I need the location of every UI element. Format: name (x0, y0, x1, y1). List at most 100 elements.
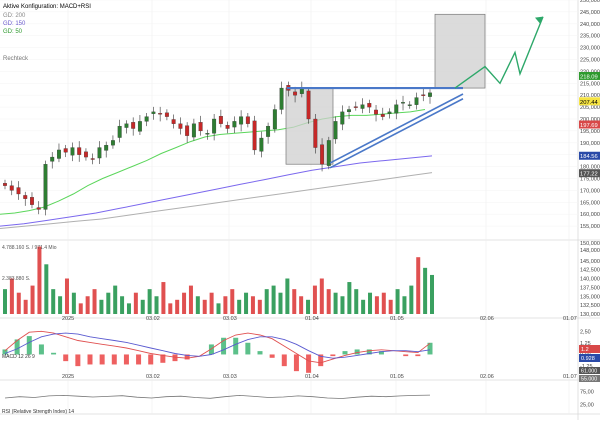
candle-up (137, 121, 142, 132)
volume-tick-label: 142,500 (580, 268, 600, 274)
macd-histogram-positive (14, 339, 20, 355)
price-badge (579, 71, 600, 80)
rsi-badge-label: 61.000 (581, 369, 597, 375)
volume-bar-up (306, 299, 311, 314)
candle-up (414, 97, 419, 105)
rsi-badge (579, 367, 600, 374)
candle-down (16, 187, 21, 195)
volume-bar-up (430, 274, 434, 314)
volume-bar-up (71, 292, 76, 314)
candle-up (333, 121, 338, 140)
volume-bar-up (216, 303, 221, 314)
candle-down (421, 94, 426, 96)
volume-bar-up (44, 264, 49, 314)
volume-bar-up (285, 278, 290, 314)
price-tick-label: 210,000 (580, 93, 600, 99)
volume-header-value: 2.383.880 S. (2, 276, 30, 282)
candle-up (401, 102, 405, 104)
price-panel (0, 13, 544, 229)
price-tick-label: 175,000 (580, 177, 600, 183)
price-tick-label: 225,000 (580, 58, 600, 64)
volume-bar-down (250, 296, 255, 314)
legend-ma200[interactable]: GD: 200 (3, 13, 26, 19)
volume-bar-down (319, 278, 324, 314)
candle-up (259, 137, 264, 152)
volume-tick-label: 145,000 (580, 259, 600, 265)
macd-tick-label: 2,50 (580, 329, 591, 335)
candle-up (266, 125, 271, 137)
volume-bar-down (92, 289, 97, 314)
support-line-upper (329, 93, 464, 164)
volume-bar-down (161, 282, 166, 314)
price-badge-label: 184.56 (580, 154, 598, 160)
x-tick-label: 03.03 (223, 316, 237, 322)
price-badge-label: 177.22 (580, 172, 598, 178)
candle-down (198, 122, 203, 132)
volume-bar-up (395, 289, 400, 314)
volume-bar-down (326, 289, 331, 314)
macd-histogram-negative (403, 354, 409, 357)
candle-down (30, 197, 34, 205)
legend-ma50[interactable]: GD: 50 (3, 29, 23, 35)
volume-bar-up (409, 285, 414, 314)
ma200-line (0, 172, 433, 229)
price-tick-label: 215,000 (580, 81, 600, 87)
price-badge-label: 197.69 (580, 123, 598, 129)
signal-badge-label: 0.928 (581, 356, 595, 362)
legend-ma150[interactable]: GD: 150 (3, 21, 26, 27)
candle-down (178, 123, 183, 129)
volume-bar-down (23, 299, 28, 314)
x-tick-label: 02.06 (480, 316, 494, 322)
signal-line (4, 332, 431, 359)
volume-bar-down (388, 299, 393, 314)
macd-histogram-negative (269, 354, 275, 358)
candle-down (84, 151, 88, 158)
volume-panel (3, 246, 434, 314)
price-tick-label: 165,000 (580, 200, 600, 206)
ma150-line (0, 155, 433, 227)
macd-histogram-negative (160, 354, 166, 363)
candle-down (374, 109, 378, 115)
volume-bar-down (78, 303, 83, 314)
volume-bar-up (347, 282, 352, 314)
candle-up (57, 149, 61, 159)
candle-up (428, 92, 432, 97)
projection-arrowhead (535, 16, 543, 24)
volume-bar-down (64, 278, 69, 314)
candle-up (340, 111, 345, 125)
price-tick-label: 245,000 (580, 10, 600, 16)
macd-histogram-positive (208, 344, 214, 355)
volume-bar-down (175, 299, 180, 314)
volume-tick-label: 137,500 (580, 285, 600, 291)
signal-badge (579, 354, 600, 362)
x-tick-label: 01.05 (390, 316, 404, 322)
rsi-label: RSI (Relative Strength Index) 14 (2, 409, 74, 415)
rsi-badge-label: 55.000 (581, 377, 597, 383)
macd-histogram-negative (184, 354, 190, 360)
volume-bar-up (361, 299, 366, 314)
volume-bar-up (333, 292, 338, 314)
macd-histogram-negative (330, 354, 336, 357)
rsi-tick-label: 75,00 (580, 390, 594, 396)
candle-down (171, 119, 176, 124)
candle-up (394, 104, 399, 114)
volume-bar-down (16, 292, 21, 314)
volume-bar-down (37, 246, 42, 314)
volume-bar-up (278, 292, 283, 314)
candle-down (367, 103, 372, 108)
volume-tick-label: 148,000 (580, 248, 600, 254)
panel-bg-3 (0, 385, 578, 411)
volume-bar-down (230, 289, 235, 314)
macd-badge (579, 345, 600, 353)
macd-histogram-positive (38, 344, 44, 355)
candle-down (225, 125, 230, 129)
volume-bar-down (188, 285, 193, 314)
volume-bar-up (271, 285, 276, 314)
volume-bar-up (99, 299, 104, 314)
support-line-lower (329, 98, 464, 169)
macd-tick-label: 1,25 (580, 341, 591, 347)
volume-bar-up (113, 285, 118, 314)
macd-badge-label: 1.2 (581, 347, 589, 353)
macd-histogram-negative (99, 354, 105, 365)
candle-up (360, 104, 365, 109)
